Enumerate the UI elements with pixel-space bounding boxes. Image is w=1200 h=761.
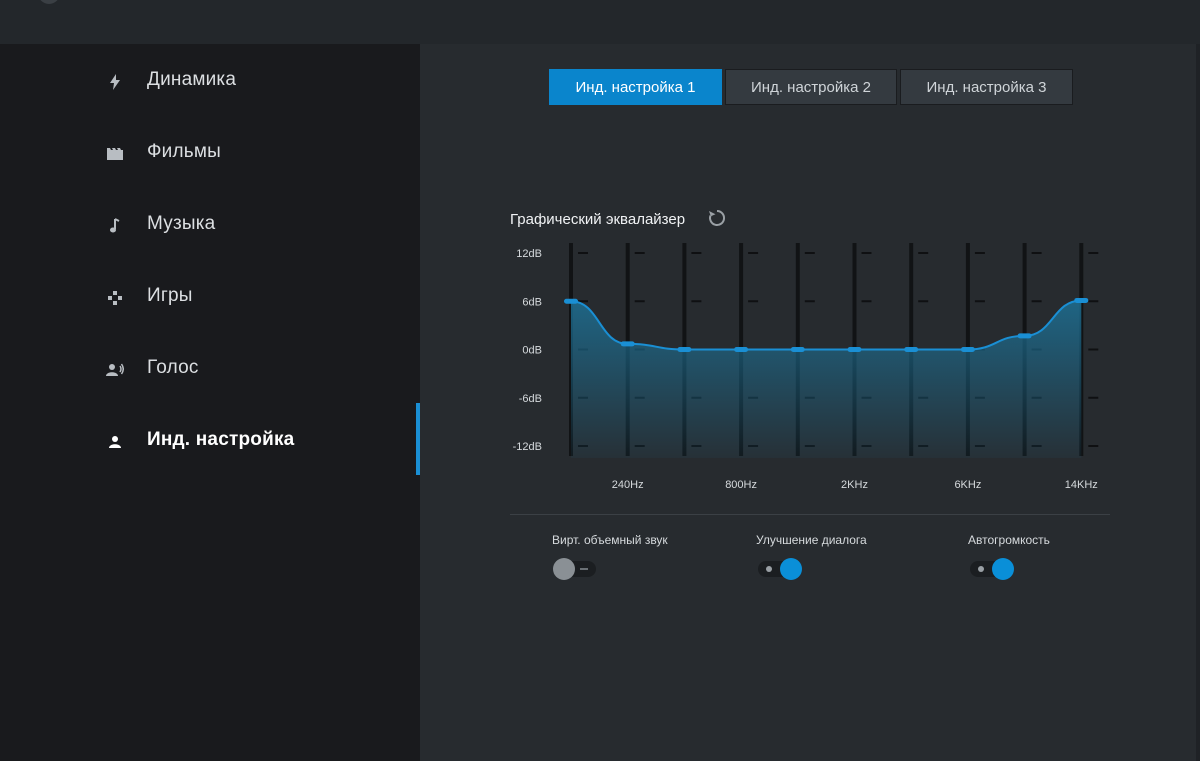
band-tick-mark	[634, 300, 645, 303]
band-tick-mark	[691, 252, 702, 254]
toggle-knob	[553, 558, 575, 580]
active-indicator	[416, 403, 420, 475]
band-tick-mark	[1088, 300, 1099, 303]
music-note-icon	[104, 215, 126, 237]
sidebar-item-label: Музыка	[147, 213, 216, 234]
band-tick-mark	[804, 300, 815, 303]
band-frequency-label: 2KHz	[841, 479, 868, 491]
band-tick-mark	[918, 252, 929, 254]
band-gain-handle[interactable]	[734, 347, 749, 352]
band-gain-handle[interactable]	[564, 298, 578, 304]
band-gain-handle[interactable]	[904, 347, 919, 352]
toggle-label: Улучшение диалога	[756, 533, 867, 547]
band-tick-mark	[748, 300, 759, 303]
band-tick-mark	[861, 252, 872, 254]
band-tick-mark	[1088, 396, 1099, 399]
band-frequency-label: 800Hz	[725, 479, 757, 491]
divider	[510, 514, 1110, 515]
sidebar: Динамика Фильмы Музыка Игры Голос Инд. н…	[0, 44, 420, 761]
band-tick-mark	[748, 252, 759, 254]
sidebar-item-custom[interactable]: Инд. настройка	[0, 403, 420, 475]
y-tick-label: 0dB	[522, 345, 542, 357]
band-gain-handle[interactable]	[960, 347, 975, 352]
toggle-dialog-enhancement: Улучшение диалога	[756, 533, 867, 580]
band-tick-mark	[974, 252, 985, 254]
person-icon	[104, 431, 126, 453]
y-tick-label: -6dB	[519, 393, 542, 405]
band-tick-mark	[1031, 252, 1042, 254]
band-tick-mark	[1088, 445, 1099, 447]
band-frequency-label: 14KHz	[1065, 479, 1098, 491]
eq-curve-line	[570, 299, 1082, 351]
lightning-icon	[104, 71, 126, 93]
scroll-edge	[1196, 44, 1200, 761]
toggle-knob	[992, 558, 1014, 580]
sidebar-item-label: Инд. настройка	[147, 429, 295, 450]
band-tick-mark	[918, 300, 929, 303]
band-tick-mark	[1088, 348, 1099, 351]
film-icon	[104, 143, 126, 165]
y-tick-label: 12dB	[516, 248, 542, 260]
band-frequency-label: 240Hz	[612, 479, 644, 491]
band-tick-mark	[1088, 252, 1099, 254]
band-tick-mark	[578, 252, 588, 254]
dialog-enhancement-toggle[interactable]	[758, 558, 802, 580]
tab-custom-3[interactable]: Инд. настройка 3	[900, 69, 1073, 105]
auto-volume-toggle[interactable]	[970, 558, 1014, 580]
sidebar-item-music[interactable]: Музыка	[0, 196, 420, 256]
sidebar-item-movies[interactable]: Фильмы	[0, 124, 420, 184]
window-control[interactable]	[38, 0, 60, 4]
band-tick-mark	[634, 252, 645, 254]
band-gain-handle[interactable]	[620, 341, 635, 347]
band-gain-handle[interactable]	[847, 347, 862, 352]
band-slider-track[interactable]	[1079, 243, 1084, 456]
sidebar-item-label: Фильмы	[147, 141, 221, 162]
band-tick-mark	[691, 300, 702, 303]
tab-custom-2[interactable]: Инд. настройка 2	[725, 69, 897, 105]
toggle-auto-volume: Автогромкость	[968, 533, 1050, 580]
band-gain-handle[interactable]	[1017, 333, 1032, 339]
sidebar-item-voice[interactable]: Голос	[0, 340, 420, 400]
equalizer-chart: 12dB 6dB 0dB -6dB -12dB 240Hz 800Hz 2KHz 6KHz 14…	[513, 243, 1099, 491]
toggle-on-mark	[978, 566, 984, 572]
tab-custom-1[interactable]: Инд. настройка 1	[549, 69, 722, 105]
band-gain-handle[interactable]	[1074, 297, 1089, 303]
toggle-knob	[780, 558, 802, 580]
band-tick-mark	[974, 300, 985, 303]
toggle-on-mark	[766, 566, 772, 572]
band-tick-mark	[578, 300, 588, 303]
virtual-surround-toggle[interactable]	[553, 558, 596, 580]
y-tick-label: 6dB	[522, 296, 542, 308]
toggle-off-mark	[580, 568, 588, 570]
main-panel: Инд. настройка 1 Инд. настройка 2 Инд. н…	[420, 44, 1200, 761]
band-frequency-label: 6KHz	[954, 479, 981, 491]
sidebar-item-label: Игры	[147, 285, 193, 306]
band-gain-handle[interactable]	[677, 347, 692, 352]
equalizer-title: Графический эквалайзер	[510, 211, 686, 228]
sidebar-item-games[interactable]: Игры	[0, 268, 420, 328]
preset-tabs: Инд. настройка 1 Инд. настройка 2 Инд. н…	[549, 69, 1073, 105]
toggle-virtual-surround: Вирт. объемный звук	[552, 533, 668, 580]
sidebar-item-label: Динамика	[147, 69, 237, 90]
voice-icon	[104, 359, 126, 381]
toggle-label: Автогромкость	[968, 533, 1050, 547]
band-gain-handle[interactable]	[790, 347, 805, 352]
reset-icon[interactable]	[707, 208, 727, 228]
y-tick-label: -12dB	[513, 441, 542, 453]
band-tick-mark	[1031, 300, 1042, 303]
eq-curve-area	[571, 300, 1082, 458]
sidebar-item-dynamics[interactable]: Динамика	[0, 52, 420, 112]
band-tick-mark	[861, 300, 872, 303]
gamepad-icon	[104, 287, 126, 309]
sidebar-item-label: Голос	[147, 357, 199, 378]
toggle-label: Вирт. объемный звук	[552, 533, 668, 547]
band-tick-mark	[804, 252, 815, 254]
title-bar	[0, 0, 1200, 44]
